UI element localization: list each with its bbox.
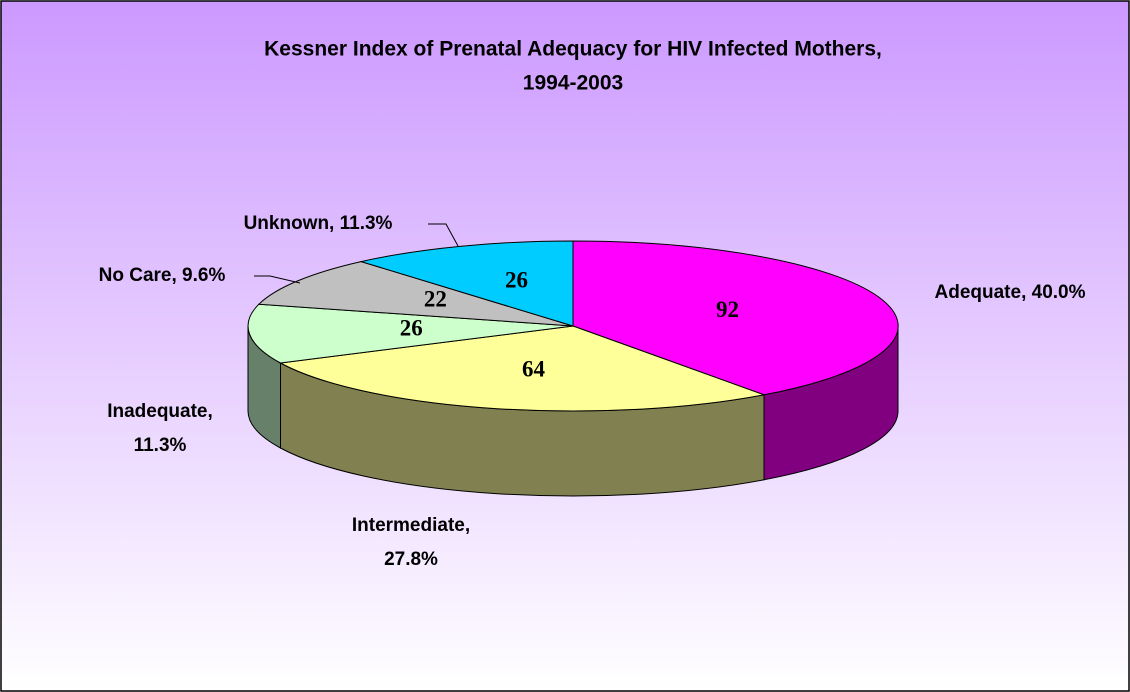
slice-label: Unknown, 11.3%	[244, 213, 393, 234]
data-label: 26	[400, 316, 423, 341]
slice	[572, 240, 899, 396]
data-label: 64	[522, 357, 546, 382]
data-label: 26	[505, 267, 528, 292]
leader-line	[254, 275, 301, 284]
slice-label: Inadequate,	[107, 401, 213, 422]
chart-title: 1994-2003	[523, 72, 623, 95]
leader-line	[428, 223, 459, 247]
data-label: 22	[424, 286, 447, 311]
slice-label: No Care, 9.6%	[99, 265, 226, 286]
slice	[359, 240, 574, 327]
slice-label: Intermediate,	[352, 515, 470, 536]
slice	[257, 261, 574, 327]
chart-title: Kessner Index of Prenatal Adequacy for H…	[264, 38, 882, 61]
slice-label: 27.8%	[384, 549, 438, 570]
slice-label: Adequate, 40.0%	[935, 282, 1086, 303]
slice	[278, 325, 766, 412]
data-label: 92	[716, 297, 739, 322]
slice-label: 11.3%	[134, 435, 187, 456]
slice	[247, 303, 574, 364]
